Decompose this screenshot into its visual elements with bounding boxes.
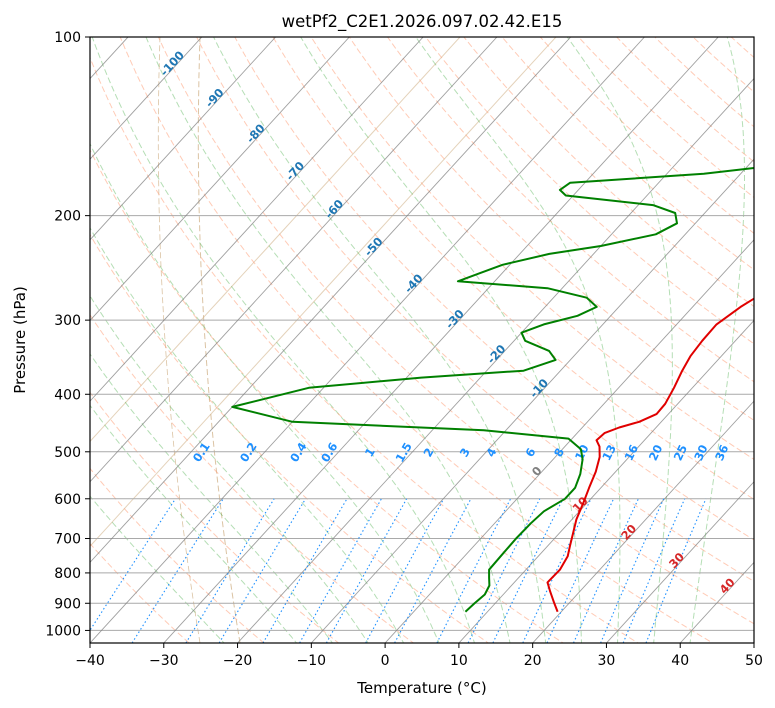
dry-adiabat (196, 37, 754, 582)
mixing-ratio-line (467, 498, 541, 643)
isotherm-gridline (90, 37, 572, 564)
isotherm-gridline (90, 37, 203, 160)
guide-labels: 0.1 0.2 0.4 0.6 1 1.5 2 3 4 6 8 10 13 16 20 25 30 36-100-… (157, 48, 737, 596)
background-curves (90, 37, 557, 643)
moist-adiabat (145, 37, 511, 643)
x-tick-label: 50 (745, 653, 763, 669)
isotherm-gridline (237, 77, 754, 643)
isotherm-gridline (90, 37, 498, 483)
isotherm-gridline (163, 37, 719, 643)
moist-adiabat (213, 37, 547, 643)
x-tick-label: −10 (297, 653, 327, 669)
mixing-ratio-line (185, 498, 275, 643)
mixing-ratio-line (546, 498, 615, 643)
dry-adiabat (157, 37, 754, 625)
mixing-ratio-line (394, 498, 472, 643)
y-tick-label: 700 (54, 532, 81, 548)
mixing-ratio-lines (90, 498, 707, 643)
mixing-ratio-label: 16 (622, 442, 642, 463)
mixing-ratio-line (131, 498, 224, 643)
y-tick-label: 400 (54, 387, 81, 403)
isotherm-gridline (458, 319, 754, 643)
x-axis-title: Temperature (°C) (356, 679, 486, 697)
x-tick-label: 10 (450, 653, 468, 669)
plot-area: 0.1 0.2 0.4 0.6 1 1.5 2 3 4 6 8 10 13 16 20 25 30 36-100-… (90, 37, 754, 643)
dry-adiabat (539, 37, 754, 234)
isotherm-gridline (384, 239, 754, 643)
y-tick-label: 600 (54, 492, 81, 508)
y-axis-title: Pressure (hPa) (11, 286, 29, 394)
y-tick-label: 200 (54, 209, 81, 225)
y-axis-ticks: 100 200 300 400 500 600 700 800 900 1000 (45, 30, 90, 639)
isotherm-gridline (606, 481, 754, 643)
dry-adiabat (387, 37, 754, 383)
mixing-ratio-line (436, 498, 512, 643)
mixing-ratio-label: 25 (671, 442, 690, 462)
dry-adiabat (119, 37, 714, 643)
dry-adiabat (90, 233, 490, 643)
isotherm-gridline (90, 37, 350, 322)
mixing-ratio-label: 20 (646, 442, 666, 462)
x-tick-label: −20 (223, 653, 253, 669)
y-tick-label: 900 (54, 596, 81, 612)
mixing-ratio-label: 13 (599, 442, 619, 463)
dry-adiabat (501, 37, 754, 271)
isotherm-grid (90, 37, 754, 643)
curve-tan-4 (90, 37, 461, 443)
moist-adiabat (689, 37, 745, 643)
y-tick-label: 800 (54, 566, 81, 582)
plot-frame (89, 36, 755, 644)
mixing-ratio-label: 30 (691, 443, 710, 463)
chart-title: wetPf2_C2E1.2026.097.02.42.E15 (282, 12, 563, 32)
x-tick-label: −30 (149, 653, 179, 669)
moist-adiabat (566, 37, 673, 643)
dry-adiabat (90, 542, 190, 643)
x-tick-label: 20 (524, 653, 542, 669)
x-axis-ticks: −40 −30 −20 −10 0 10 20 30 40 50 (75, 643, 763, 669)
isotherm-gridline (90, 37, 276, 241)
y-tick-label: 1000 (45, 623, 81, 639)
temperature-profile (546, 297, 754, 613)
curve-tan-1 (197, 37, 241, 643)
moist-adiabat (415, 37, 621, 643)
dry-adiabat (90, 148, 565, 643)
dry-adiabat (578, 37, 754, 199)
sounding-profiles (231, 166, 754, 613)
isotherm-gridline (532, 400, 754, 643)
curve-tan-3 (90, 37, 557, 547)
mixing-ratio-line (90, 498, 176, 632)
y-tick-label: 300 (54, 313, 81, 329)
mixing-ratio-line (365, 498, 445, 643)
y-tick-label: 100 (54, 30, 81, 46)
moist-adiabat (91, 37, 475, 643)
y-tick-label: 500 (54, 445, 81, 461)
isotherm-gridline (90, 37, 424, 402)
x-tick-label: −40 (75, 653, 105, 669)
curve-tan-2 (157, 37, 201, 643)
moist-adiabat (90, 295, 369, 643)
mixing-ratio-line (325, 498, 408, 643)
dry-adiabat (90, 313, 415, 643)
x-tick-label: 0 (381, 653, 390, 669)
x-tick-label: 30 (598, 653, 616, 669)
mixing-ratio-label: 36 (712, 443, 731, 463)
dry-adiabat (234, 37, 754, 541)
isotherm-gridline (311, 158, 754, 643)
x-tick-label: 40 (671, 653, 689, 669)
dry-adiabat (463, 37, 754, 308)
dry-adiabat (310, 37, 754, 460)
dry-adiabat (348, 37, 754, 421)
mixing-ratio-line (522, 498, 592, 643)
dewpoint-profile (231, 166, 754, 613)
isotherm-gridline (90, 37, 645, 643)
